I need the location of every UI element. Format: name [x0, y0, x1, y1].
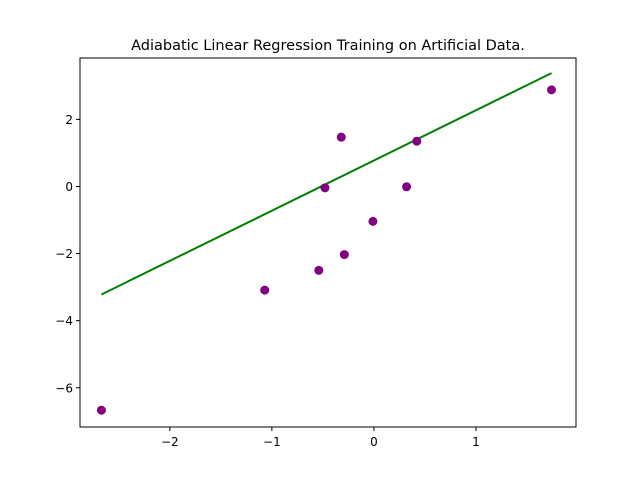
y-axis: −6 −4 −2 0 2 [55, 113, 80, 395]
x-tick-label: 0 [370, 435, 378, 449]
x-tick-label: −2 [161, 435, 179, 449]
data-point-6 [339, 250, 349, 260]
data-point-8 [402, 182, 412, 192]
axes-frame [79, 57, 577, 428]
y-tick-label: −2 [55, 247, 73, 261]
data-point-2 [260, 285, 270, 295]
data-point-9 [412, 136, 422, 146]
data-point-10 [547, 85, 557, 95]
y-tick-label: −4 [55, 314, 73, 328]
chart-title: Adiabatic Linear Regression Training on … [131, 38, 525, 54]
data-point-1 [96, 405, 106, 415]
y-tick-label: 2 [65, 113, 73, 127]
y-tick-label: −6 [55, 381, 73, 395]
data-point-4 [320, 183, 330, 193]
data-point-5 [336, 132, 346, 142]
data-point-3 [314, 265, 324, 275]
data-point-7 [368, 216, 378, 226]
y-tick-label: 0 [65, 180, 73, 194]
x-tick-label: 1 [472, 435, 480, 449]
x-tick-label: −1 [263, 435, 281, 449]
x-axis: −2 −1 0 1 [161, 427, 480, 449]
plot-area [96, 72, 557, 415]
